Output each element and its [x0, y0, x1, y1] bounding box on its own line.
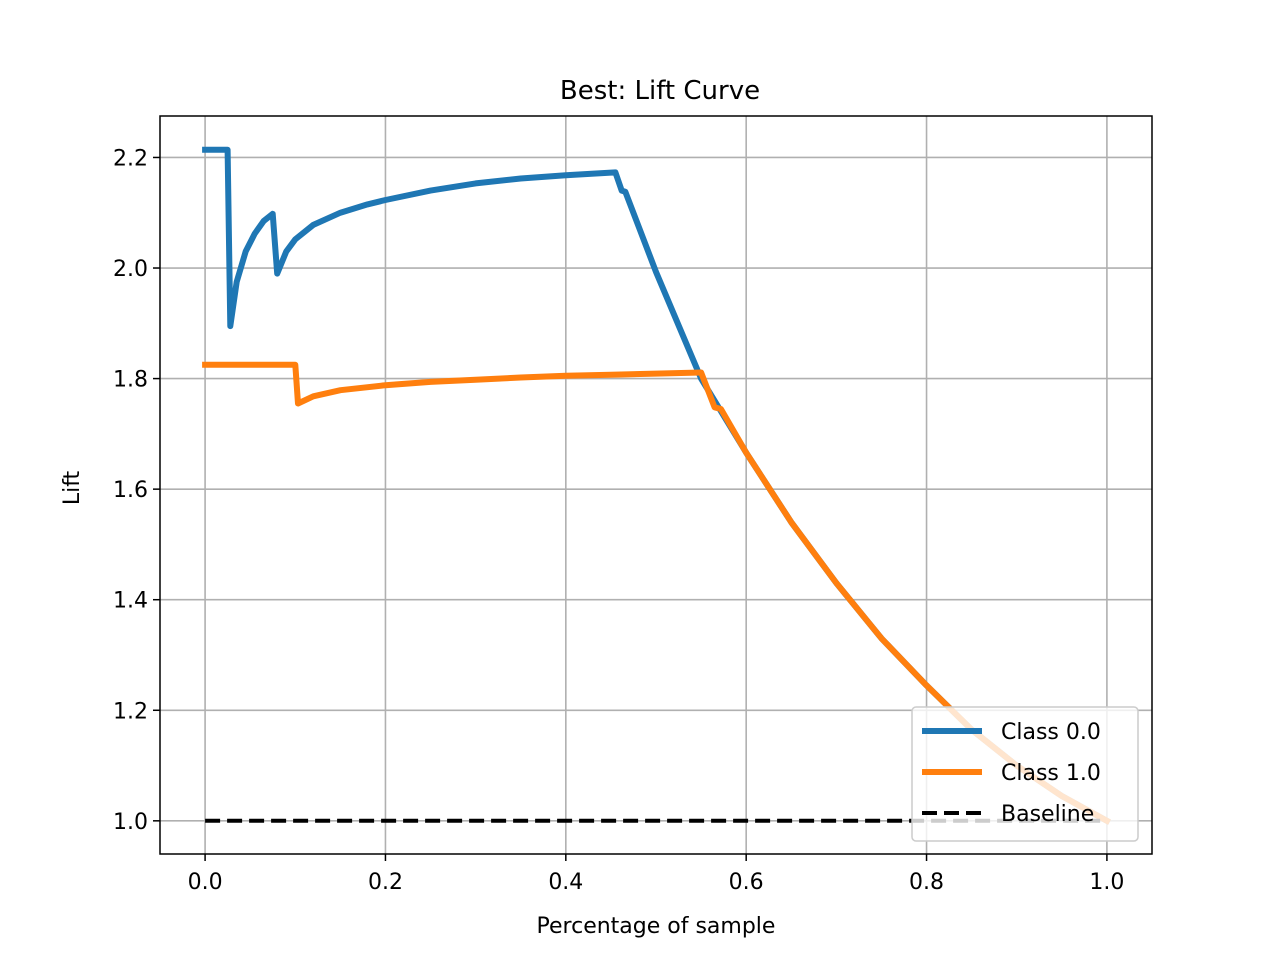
axis-ticks: 0.0 0.2 0.4 0.6 0.8 1.0 1.0 1.2 1.4 1.6 1.8 2.0 2.2: [113, 146, 1124, 895]
series-line-class-1-0: [202, 361, 1111, 825]
legend-label-baseline: Baseline: [1001, 802, 1094, 827]
x-axis-label: Percentage of sample: [537, 914, 776, 939]
chart-title: Best: Lift Curve: [560, 76, 760, 106]
y-tick-label: 2.0: [113, 257, 148, 282]
y-tick-label: 2.2: [113, 146, 148, 171]
legend-label-class-1-0: Class 1.0: [1001, 761, 1101, 786]
grid-lines: [160, 116, 1152, 854]
x-tick-label: 0.0: [188, 870, 223, 895]
legend-box: [911, 706, 1139, 842]
x-tick-label: 0.4: [548, 870, 583, 895]
y-tick-label: 1.0: [113, 810, 148, 835]
x-tick-label: 0.8: [909, 870, 944, 895]
y-tick-label: 1.6: [113, 478, 148, 503]
x-tick-label: 1.0: [1089, 870, 1124, 895]
legend: Class 0.0 Class 1.0 Baseline: [911, 706, 1139, 842]
y-tick-label: 1.2: [113, 699, 148, 724]
y-tick-label: 1.4: [113, 589, 148, 614]
legend-label-class-0-0: Class 0.0: [1001, 720, 1101, 745]
y-tick-label: 1.8: [113, 368, 148, 393]
x-tick-label: 0.6: [729, 870, 764, 895]
plot-frame: [159, 115, 1153, 855]
y-axis-label: Lift: [60, 470, 85, 505]
x-tick-label: 0.2: [368, 870, 403, 895]
